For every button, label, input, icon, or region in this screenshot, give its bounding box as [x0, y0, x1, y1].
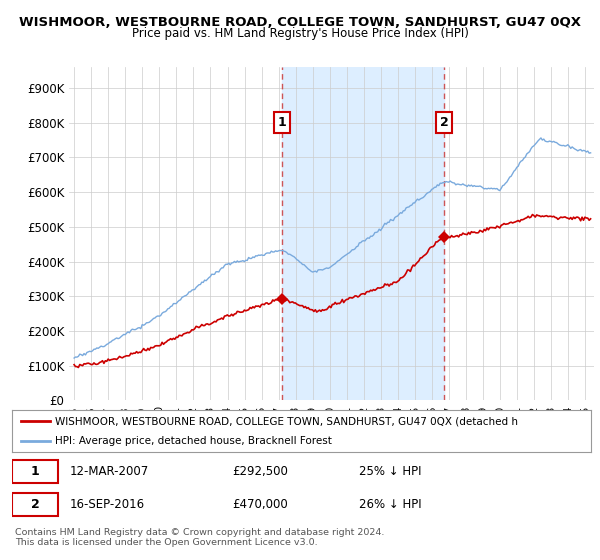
Text: £292,500: £292,500 — [232, 465, 288, 478]
Bar — [282, 67, 444, 400]
Text: 26% ↓ HPI: 26% ↓ HPI — [359, 498, 422, 511]
Text: 2: 2 — [31, 498, 40, 511]
Text: 2: 2 — [440, 116, 449, 129]
Text: Price paid vs. HM Land Registry's House Price Index (HPI): Price paid vs. HM Land Registry's House … — [131, 27, 469, 40]
Text: 1: 1 — [31, 465, 40, 478]
Text: WISHMOOR, WESTBOURNE ROAD, COLLEGE TOWN, SANDHURST, GU47 0QX (detached h: WISHMOOR, WESTBOURNE ROAD, COLLEGE TOWN,… — [55, 416, 518, 426]
Text: £470,000: £470,000 — [232, 498, 288, 511]
Text: 12-MAR-2007: 12-MAR-2007 — [70, 465, 149, 478]
FancyBboxPatch shape — [12, 493, 58, 516]
Text: 1: 1 — [278, 116, 286, 129]
Text: 16-SEP-2016: 16-SEP-2016 — [70, 498, 145, 511]
Text: WISHMOOR, WESTBOURNE ROAD, COLLEGE TOWN, SANDHURST, GU47 0QX: WISHMOOR, WESTBOURNE ROAD, COLLEGE TOWN,… — [19, 16, 581, 29]
Text: Contains HM Land Registry data © Crown copyright and database right 2024.
This d: Contains HM Land Registry data © Crown c… — [15, 528, 385, 547]
FancyBboxPatch shape — [12, 460, 58, 483]
Text: HPI: Average price, detached house, Bracknell Forest: HPI: Average price, detached house, Brac… — [55, 436, 332, 446]
Text: 25% ↓ HPI: 25% ↓ HPI — [359, 465, 422, 478]
